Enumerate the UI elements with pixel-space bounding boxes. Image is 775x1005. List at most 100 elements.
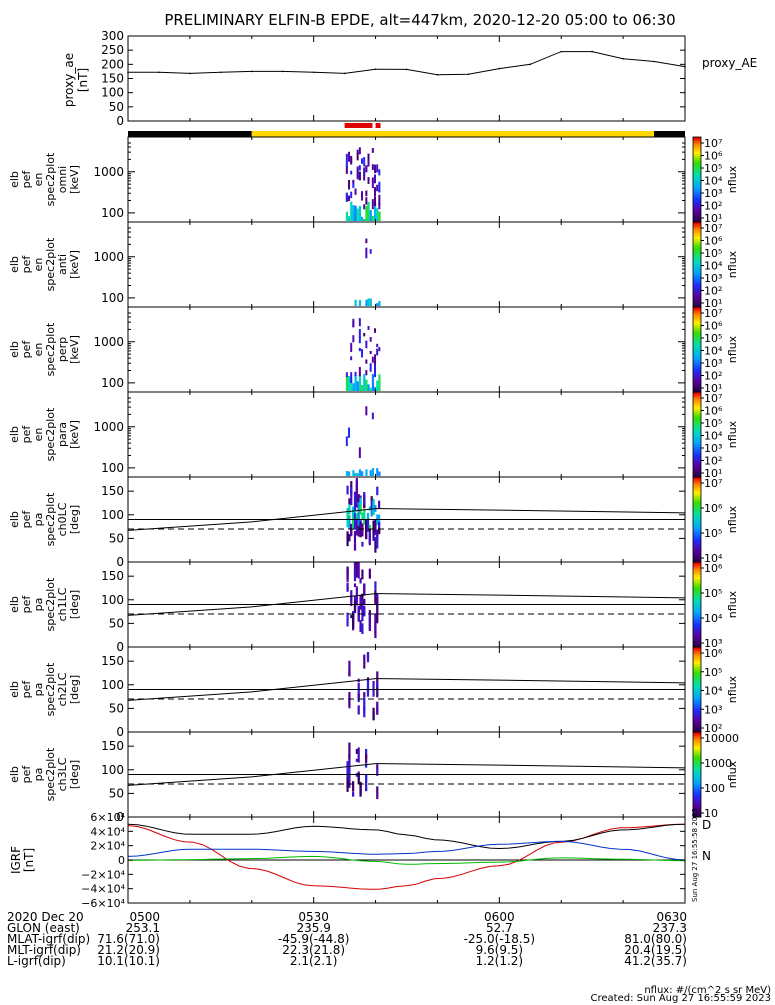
colorbar-segment — [693, 630, 701, 633]
colorbar-segment — [693, 508, 701, 512]
pa-spectrogram-cell — [357, 525, 360, 537]
colorbar-segment — [693, 462, 701, 465]
spectrogram-cell — [348, 179, 351, 190]
proxy-ae-point — [281, 70, 284, 73]
pa-ytick-label: 150 — [101, 654, 124, 668]
colorbar-segment — [693, 557, 701, 561]
colorbar-segment — [693, 381, 701, 384]
colorbar-segment — [693, 324, 701, 327]
colorbar-segment — [693, 230, 701, 234]
spectrogram-cell — [378, 181, 381, 193]
footer-row-value: 22.3(21.8) — [282, 943, 346, 957]
panel-ylabel: spec2plot — [44, 492, 57, 546]
pa-spectrogram-cell — [368, 568, 371, 579]
footer-row: MLT-igrf(dip) 21.2(20.9) 22.3(21.8) 9.6(9.5… — [0, 943, 775, 957]
colorbar-segment — [693, 738, 701, 741]
pa-spectrogram-cell — [370, 505, 373, 517]
spectrogram-cell — [378, 347, 381, 352]
proxy-ae-ytick-label: 300 — [101, 29, 124, 43]
energy-ytick-label: 1000 — [93, 165, 124, 179]
spectrogram-cell — [348, 216, 351, 221]
spectrogram-cell — [354, 205, 357, 221]
pa-ytick-label: 100 — [101, 593, 124, 607]
colorbar-segment — [693, 209, 701, 212]
panel-ylabel: pef — [20, 340, 33, 359]
pa-spectrogram-cell — [350, 590, 353, 607]
colorbar-segment — [693, 307, 701, 310]
panel-ylabel: en — [32, 173, 45, 187]
spectrogram-cell — [352, 205, 355, 221]
panel-ylabel: elb — [8, 766, 21, 783]
pa-spectrogram-cell — [376, 768, 379, 776]
colorbar-segment — [693, 207, 701, 210]
pa-spectrogram-cell — [348, 754, 351, 760]
colorbar-segment — [693, 549, 701, 552]
colorbar-segment — [693, 791, 701, 795]
pa-spectrogram-cell — [376, 683, 379, 688]
colorbar-segment — [693, 368, 701, 372]
pa-spectrogram-cell — [355, 518, 358, 536]
pa-spectrogram-cell — [353, 583, 357, 588]
colorbar-segment — [693, 487, 701, 491]
pa-spectrogram-cell — [370, 499, 373, 510]
pa-spectrogram-cell — [353, 507, 357, 511]
pa-spectrogram-cell — [374, 614, 377, 630]
colorbar-segment — [693, 770, 701, 773]
spectrogram-cell — [350, 155, 353, 165]
panel-ylabel: pa — [32, 598, 45, 612]
colorbar-segment — [693, 421, 701, 425]
colorbar-segment — [693, 317, 701, 321]
colorbar-segment — [693, 296, 701, 299]
orbit-info-footer: 2020 Dec 20 0500 0530 0600 0630 GLON (east) 25… — [0, 906, 775, 1004]
colorbar-segment — [693, 470, 701, 474]
panel-ylabel: omni — [56, 166, 69, 193]
colorbar-segment — [693, 644, 701, 648]
colorbar-tick-label: 10¹ — [704, 297, 722, 310]
panel-ylabel: [keV] — [68, 335, 81, 364]
colorbar-segment — [693, 715, 701, 718]
igrf-ytick-label: 4×10⁴ — [90, 825, 125, 838]
footer-row-value: 21.2(20.9) — [97, 943, 160, 957]
colorbar-segment — [693, 751, 701, 754]
pa-spectrogram-cell — [353, 567, 357, 582]
panel-ylabel: [deg] — [68, 505, 81, 534]
spectrogram-cell — [371, 164, 374, 171]
colorbar-unit: nflux — [726, 165, 739, 193]
science-flag-black — [128, 131, 252, 137]
pa-spectrogram-cell — [346, 762, 349, 778]
pa-ytick-label: 100 — [101, 678, 124, 692]
colorbar-segment — [693, 413, 701, 416]
panel-ylabel: spec2plot — [44, 407, 57, 461]
footer-row-value: 0630 — [656, 910, 687, 924]
pa-spectrogram-cell — [363, 654, 366, 669]
panel-ylabel: [keV] — [68, 420, 81, 449]
colorbar-segment — [693, 494, 701, 497]
pa-spectrogram-cell — [350, 481, 353, 493]
pa-spectrogram-cell — [376, 536, 379, 549]
panel-ylabel: elb — [8, 426, 21, 443]
pa-spectrogram-cell — [346, 570, 349, 582]
colorbar-segment — [693, 430, 701, 433]
colorbar-segment — [693, 345, 701, 348]
colorbar-segment — [693, 200, 701, 204]
pa-spectrogram-cell — [348, 517, 351, 529]
spectrogram-cell — [374, 174, 377, 184]
pa-spectrogram-cell — [359, 620, 362, 633]
proxy-ae-ytick-label: 0 — [116, 114, 124, 128]
colorbar-segment — [693, 177, 701, 180]
spectrogram-cell — [374, 201, 377, 221]
colorbar-segment — [693, 141, 701, 144]
pa-ytick-label: 0 — [116, 725, 124, 739]
colorbar-segment — [693, 668, 701, 671]
panel-ylabel: elb — [8, 511, 21, 528]
pa-spectrogram-cell — [353, 600, 357, 613]
colorbar-segment — [693, 542, 701, 546]
energy-panel-bg — [128, 307, 685, 392]
colorbar-segment — [693, 732, 701, 735]
colorbar-segment — [693, 402, 701, 406]
spectrogram-cell — [367, 326, 370, 330]
spectrogram-cell — [354, 371, 357, 377]
colorbar-segment — [693, 202, 701, 206]
spectrogram-cell — [365, 165, 368, 172]
pa-spectrogram-cell — [359, 504, 362, 515]
